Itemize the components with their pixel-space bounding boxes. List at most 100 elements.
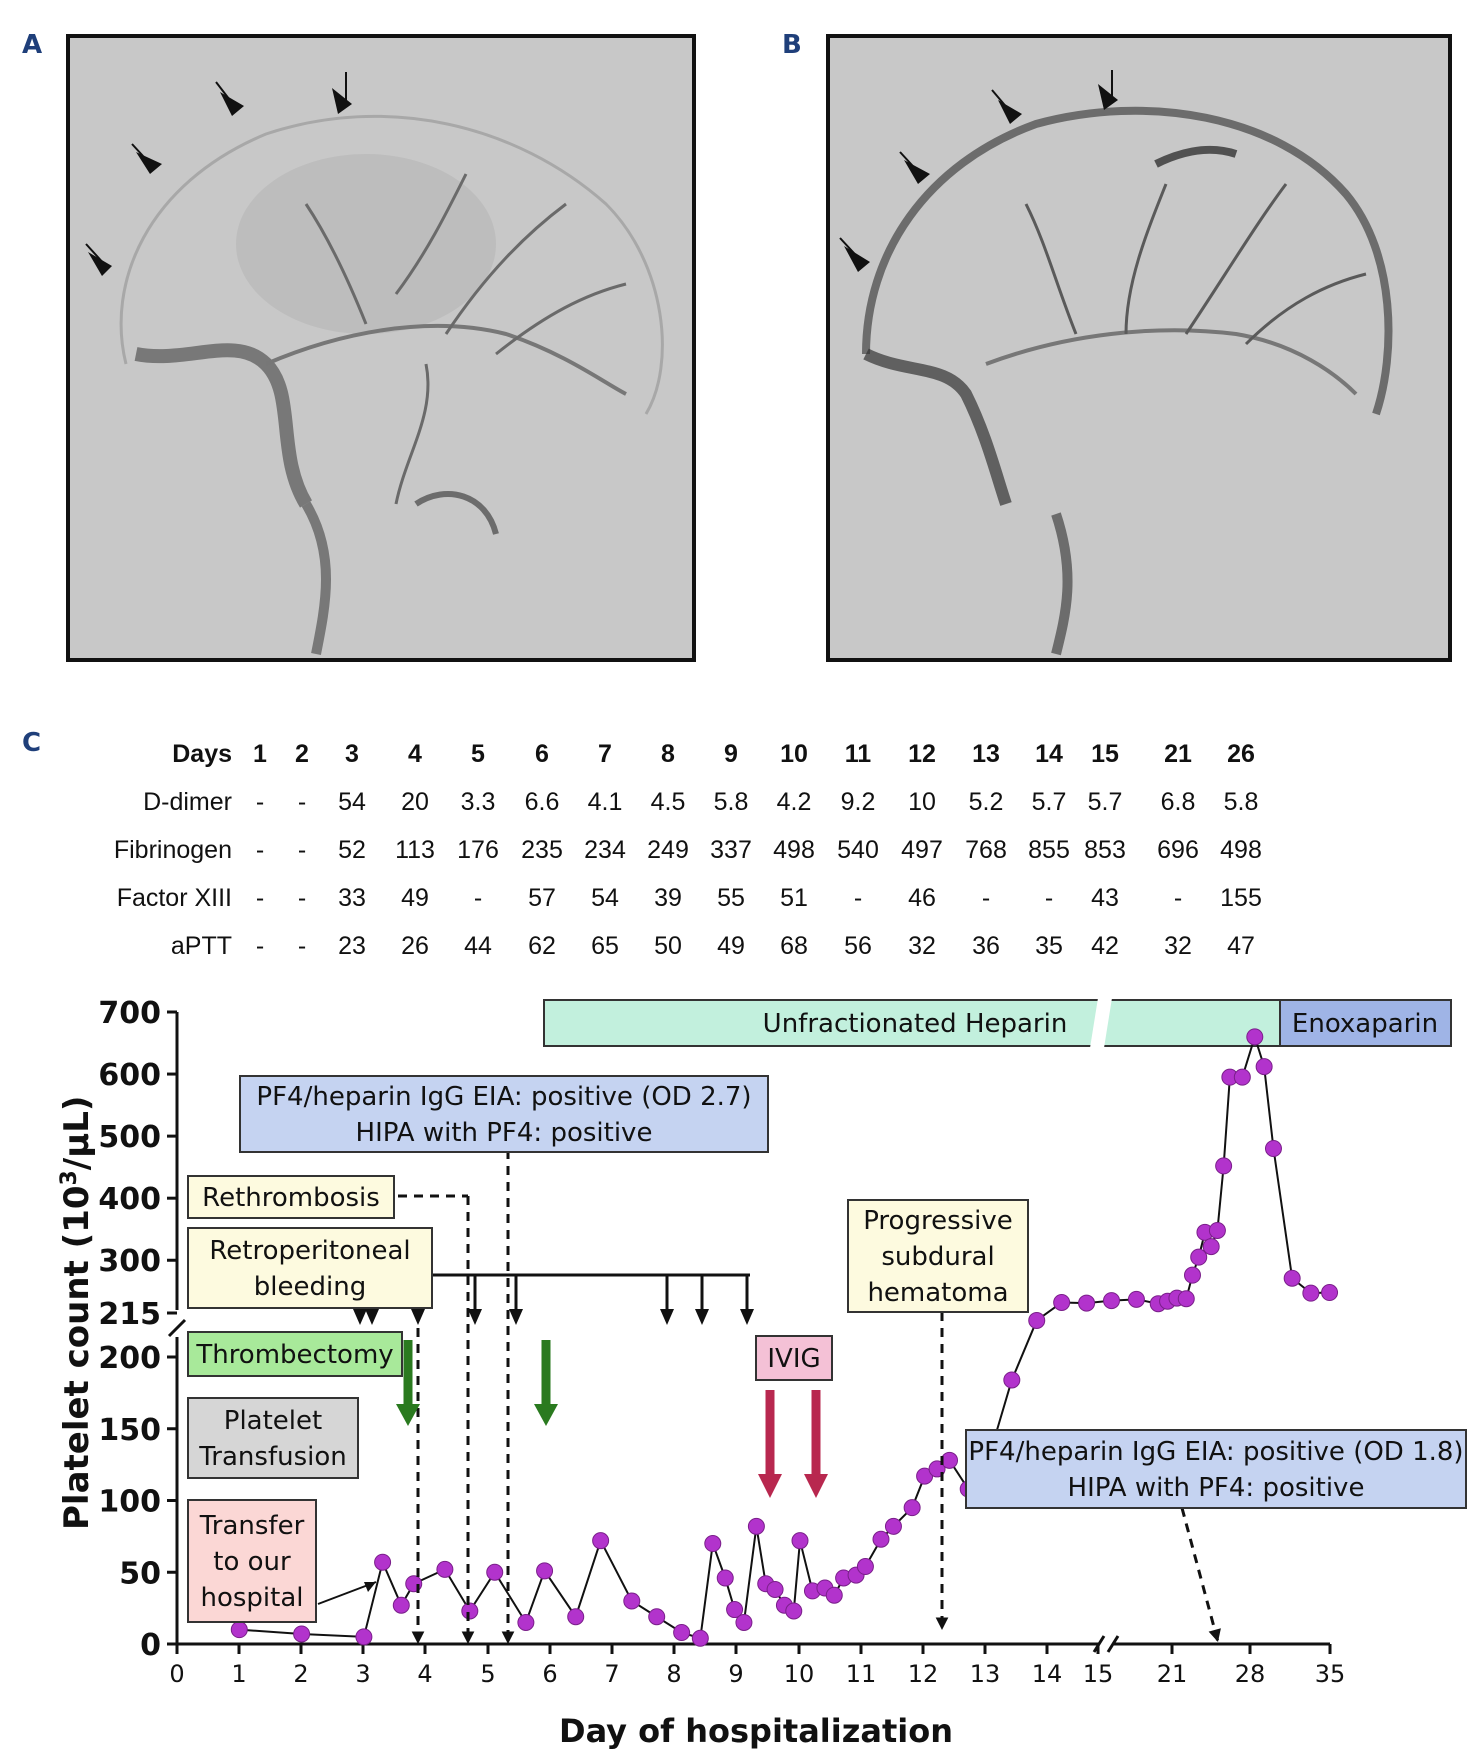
lab-value-cell: 5.7 [1031, 788, 1067, 816]
lab-value-cell: - [255, 932, 265, 960]
x-tick-label: 8 [666, 1660, 681, 1688]
y-tick-label: 500 [98, 1120, 161, 1155]
annotation-text: HIPA with PF4: positive [1068, 1473, 1365, 1503]
lab-row-label: aPTT [170, 932, 232, 960]
y-tick-label: 200 [98, 1341, 161, 1376]
lab-value-cell: 47 [1227, 932, 1255, 960]
lab-value-cell: 52 [338, 836, 366, 864]
lab-value-cell: 32 [908, 932, 936, 960]
lab-value-cell: 57 [528, 884, 556, 912]
thrombectomy-arrow-head [534, 1404, 558, 1426]
transfusion-arrow-head [411, 1309, 425, 1325]
x-tick-label: 35 [1315, 1660, 1346, 1688]
lab-value-cell: - [255, 836, 265, 864]
lab-value-cell: 5.8 [1223, 788, 1259, 816]
y-tick-label: 100 [98, 1485, 161, 1520]
lab-value-cell: 4.2 [776, 788, 812, 816]
x-tick-label: 4 [417, 1660, 432, 1688]
platelet-point [486, 1563, 504, 1581]
platelet-point [941, 1451, 959, 1469]
platelet-point [735, 1613, 753, 1631]
lab-value-cell: 54 [338, 788, 366, 816]
panel-label-c: C [22, 728, 42, 758]
annotation-text: subdural [881, 1242, 994, 1272]
lab-header-label: Days [172, 740, 232, 768]
annotation-retroperitoneal: Retroperitoneal bleeding [187, 1227, 433, 1309]
platelet-point [355, 1628, 373, 1646]
annotation-rethrombosis: Rethrombosis [187, 1175, 395, 1219]
x-tick-label: 9 [728, 1660, 743, 1688]
platelet-point [1215, 1157, 1233, 1175]
lab-value-cell: 49 [401, 884, 429, 912]
lab-value-cell: - [981, 884, 991, 912]
lab-value-cell: 39 [654, 884, 682, 912]
lab-value-cell: 497 [901, 836, 943, 864]
lab-value-cell: 696 [1157, 836, 1199, 864]
platelet-point [1202, 1238, 1220, 1256]
platelet-point [392, 1596, 410, 1614]
lab-value-cell: 51 [780, 884, 808, 912]
lab-value-cell: 50 [654, 932, 682, 960]
y-tick-label: 150 [98, 1413, 161, 1448]
platelet-point [1028, 1311, 1046, 1329]
annotation-thrombectomy: Thrombectomy [187, 1331, 403, 1377]
lab-value-cell: 498 [1220, 836, 1262, 864]
lab-day-11: 11 [844, 740, 872, 768]
lab-value-cell: 4.5 [650, 788, 686, 816]
annotation-text: HIPA with PF4: positive [356, 1118, 653, 1148]
lab-value-cell: 10 [908, 788, 936, 816]
annotation-transfer: Transfer to our hospital [187, 1499, 317, 1623]
y-axis-break [167, 1318, 187, 1338]
platelet-point [1078, 1294, 1096, 1312]
lab-value-cell: 36 [972, 932, 1000, 960]
platelet-point [673, 1624, 691, 1642]
lab-value-cell: 6.8 [1160, 788, 1196, 816]
platelet-point [1233, 1068, 1251, 1086]
lab-value-cell: 23 [338, 932, 366, 960]
transfusion-arrow-head [353, 1309, 367, 1325]
annotation-box [755, 1335, 833, 1381]
x-tick-label: 14 [1032, 1660, 1063, 1688]
annotation-text: bleeding [254, 1272, 366, 1302]
annotation-text: Rethrombosis [202, 1183, 380, 1213]
x-axis-label: Day of hospitalization [559, 1712, 953, 1750]
annotation-box [187, 1175, 395, 1219]
platelet-point [1183, 1266, 1201, 1284]
transfusion-arrow-head [740, 1309, 754, 1325]
annotation-box [187, 1397, 359, 1479]
lab-value-cell: 42 [1091, 932, 1119, 960]
y-tick-label: 600 [98, 1058, 161, 1093]
lab-value-cell: 4.1 [587, 788, 623, 816]
x-tick-label: 0 [169, 1660, 184, 1688]
heparin-bar-break [1090, 998, 1112, 1048]
lab-value-cell: 35 [1035, 932, 1063, 960]
ivig-arrow-head [804, 1474, 828, 1498]
x-axis-break-b [1106, 1635, 1120, 1653]
lab-day-1: 1 [253, 740, 267, 768]
lab-value-cell: 176 [457, 836, 499, 864]
lab-value-cell: 26 [401, 932, 429, 960]
transfusion-arrow-head [365, 1309, 379, 1325]
lab-value-cell: 68 [780, 932, 808, 960]
y-axis-label: Platelet count (103/µL) [57, 1096, 97, 1530]
annotation-text: to our [213, 1547, 291, 1577]
lab-value-cell: 44 [464, 932, 492, 960]
lab-value-cell: 33 [338, 884, 366, 912]
platelet-point [1208, 1221, 1226, 1239]
x-tick-label: 10 [784, 1660, 815, 1688]
lab-value-cell: 43 [1091, 884, 1119, 912]
platelet-point [1103, 1292, 1120, 1310]
lab-day-26: 26 [1227, 740, 1255, 768]
lab-value-cell: 853 [1084, 836, 1126, 864]
lab-value-cell: 6.6 [524, 788, 560, 816]
lab-value-cell: 498 [773, 836, 815, 864]
platelet-point [1003, 1371, 1021, 1389]
platelet-point [1053, 1293, 1071, 1311]
panel-label-b: B [782, 30, 802, 60]
annotation-box [187, 1331, 403, 1377]
transfusion-arrow-head [660, 1309, 674, 1325]
platelet-point [785, 1602, 803, 1620]
x-tick-label: 1 [231, 1660, 246, 1688]
annotation-box [239, 1075, 769, 1153]
lab-value-cell: 234 [584, 836, 626, 864]
